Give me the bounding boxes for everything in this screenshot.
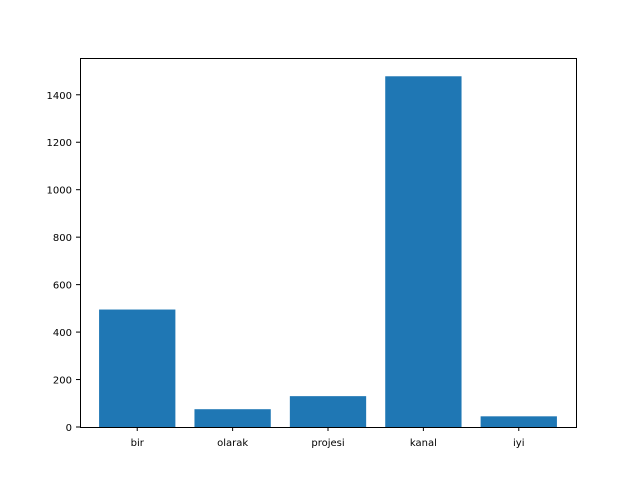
y-tick-label: 200 [53, 376, 72, 387]
y-tick-label: 1400 [47, 91, 72, 102]
x-tick-label: projesi [311, 438, 344, 449]
bar-iyi [480, 416, 557, 427]
y-axis-ticks: 0 200 400 600 800 1000 1200 1400 [47, 91, 80, 434]
bar-kanal [385, 76, 462, 427]
y-tick-label: 1000 [47, 186, 72, 197]
bar-olarak [194, 409, 271, 427]
x-tick-label: kanal [410, 438, 437, 449]
y-tick-label: 1200 [47, 138, 72, 149]
x-tick-label: olarak [217, 438, 248, 449]
y-tick-label: 600 [53, 281, 72, 292]
x-tick-label: iyi [513, 438, 524, 449]
bar-projesi [289, 396, 367, 427]
y-tick-label: 0 [66, 423, 72, 434]
y-tick-label: 400 [53, 328, 72, 339]
bars-group [99, 76, 557, 427]
x-tick-label: bir [131, 438, 145, 449]
bar-bir [99, 309, 176, 427]
y-tick-label: 800 [53, 233, 72, 244]
plot-frame [80, 58, 577, 428]
x-axis-ticks: bir olarak projesi kanal iyi [131, 427, 525, 449]
